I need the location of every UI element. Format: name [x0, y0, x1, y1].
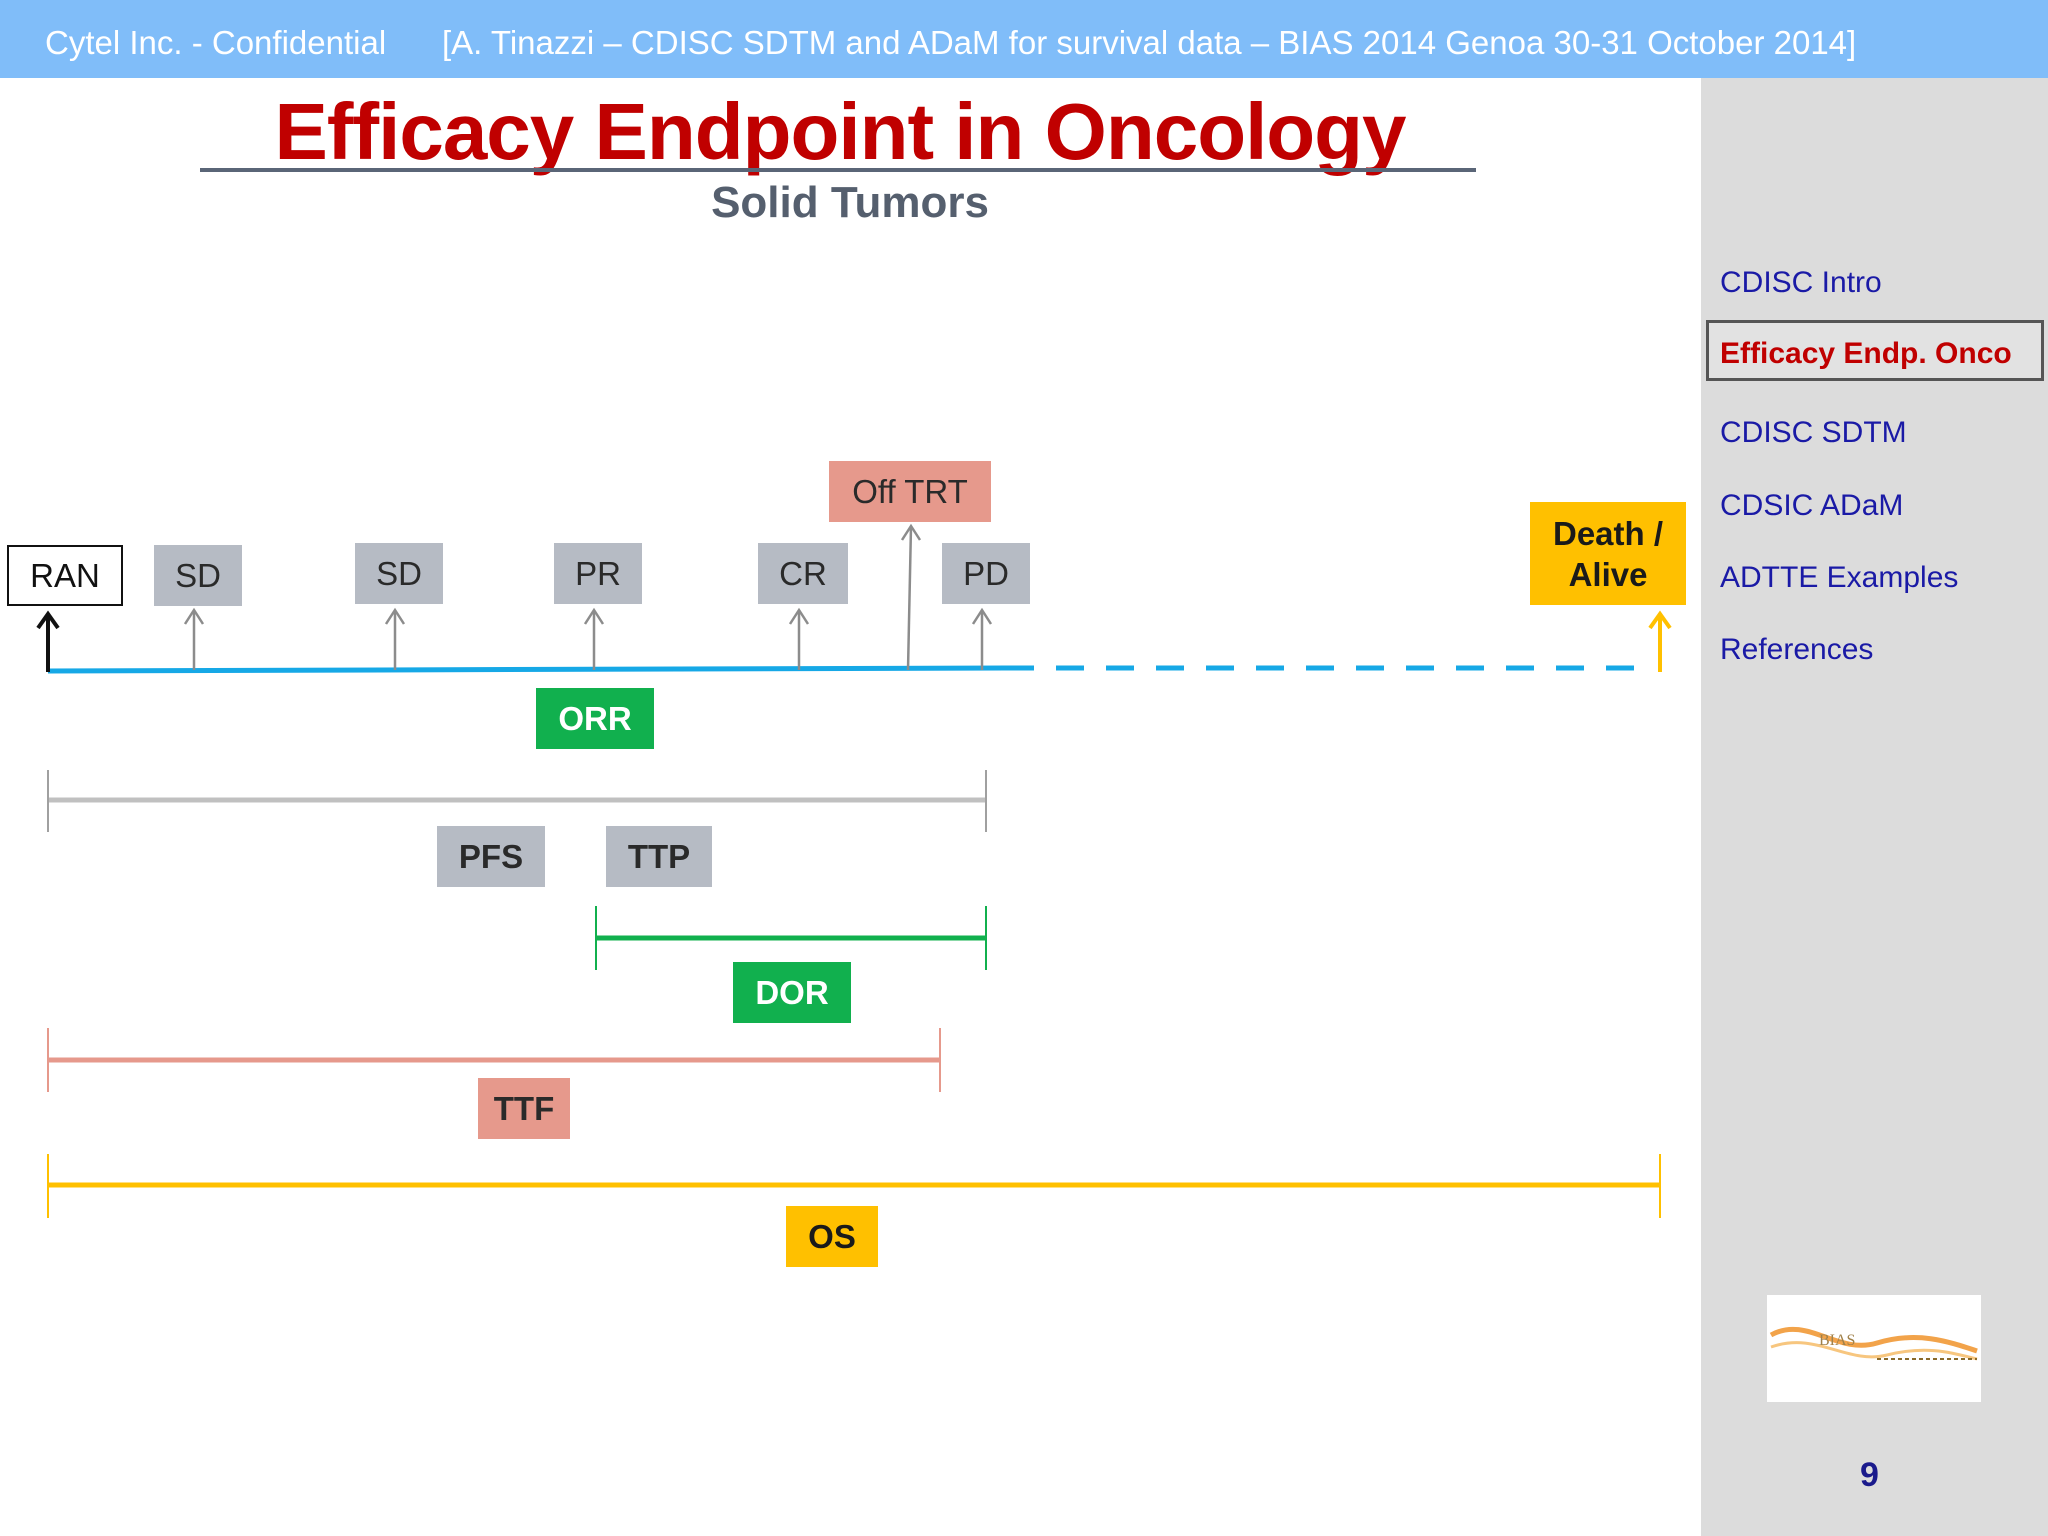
svg-text:BIAS: BIAS: [1819, 1332, 1855, 1349]
os-label: OS: [786, 1206, 878, 1267]
nav-item-cdisc-intro[interactable]: CDISC Intro: [1720, 266, 1882, 299]
death-arrow: [1648, 610, 1672, 672]
pr-box: PR: [554, 543, 642, 604]
off-trt-box: Off TRT: [829, 461, 991, 522]
nav-item-adtte-examples[interactable]: ADTTE Examples: [1720, 561, 1959, 594]
company-label: Cytel Inc. - Confidential: [45, 24, 387, 61]
death-alive-box: Death / Alive: [1530, 502, 1686, 605]
ttf-label: TTF: [478, 1078, 570, 1139]
sd1-arrow: [183, 607, 205, 670]
nav-item-cdisc-sdtm[interactable]: CDISC SDTM: [1720, 416, 1907, 449]
nav-item-cdsic-adam[interactable]: CDSIC ADaM: [1720, 489, 1904, 522]
header-bar: Cytel Inc. - Confidential [A. Tinazzi – …: [0, 0, 2048, 78]
pr-arrow: [583, 607, 605, 670]
off-trt-arrow: [900, 523, 922, 671]
pd-arrow: [971, 607, 993, 670]
pfs-label: PFS: [437, 826, 545, 887]
sd2-box: SD: [355, 543, 443, 604]
ttf-interval: [47, 1028, 941, 1092]
death-alive-line1: Death /: [1552, 514, 1664, 552]
citation-label: [A. Tinazzi – CDISC SDTM and ADaM for su…: [442, 24, 1857, 61]
title-underline: [200, 168, 1476, 172]
nav-item-references[interactable]: References: [1720, 633, 1874, 666]
cr-arrow: [788, 607, 810, 670]
nav-item-active-frame: [1706, 320, 2044, 381]
ttp-label: TTP: [606, 826, 712, 887]
os-interval: [47, 1154, 1661, 1218]
sd2-arrow: [384, 607, 406, 670]
page-number: 9: [1860, 1456, 1879, 1494]
pfs-ttp-interval: [47, 770, 987, 832]
death-alive-line2: Alive: [1568, 555, 1648, 593]
slide-subtitle: Solid Tumors: [711, 178, 989, 227]
cr-box: CR: [758, 543, 848, 604]
pd-box: PD: [942, 543, 1030, 604]
bias-logo: BIAS: [1767, 1295, 1981, 1402]
ran-box: RAN: [7, 545, 123, 606]
nav-item-efficacy-endp-onco[interactable]: Efficacy Endp. Onco: [1720, 337, 2012, 370]
timeline-solid-line: [47, 665, 1007, 674]
dor-interval: [595, 906, 987, 970]
ran-arrow: [36, 610, 60, 672]
sd1-box: SD: [154, 545, 242, 606]
slide-title: Efficacy Endpoint in Oncology: [274, 87, 1406, 176]
dor-label: DOR: [733, 962, 851, 1023]
bias-logo-graphic: BIAS: [1769, 1326, 1978, 1361]
orr-label: ORR: [536, 688, 654, 749]
